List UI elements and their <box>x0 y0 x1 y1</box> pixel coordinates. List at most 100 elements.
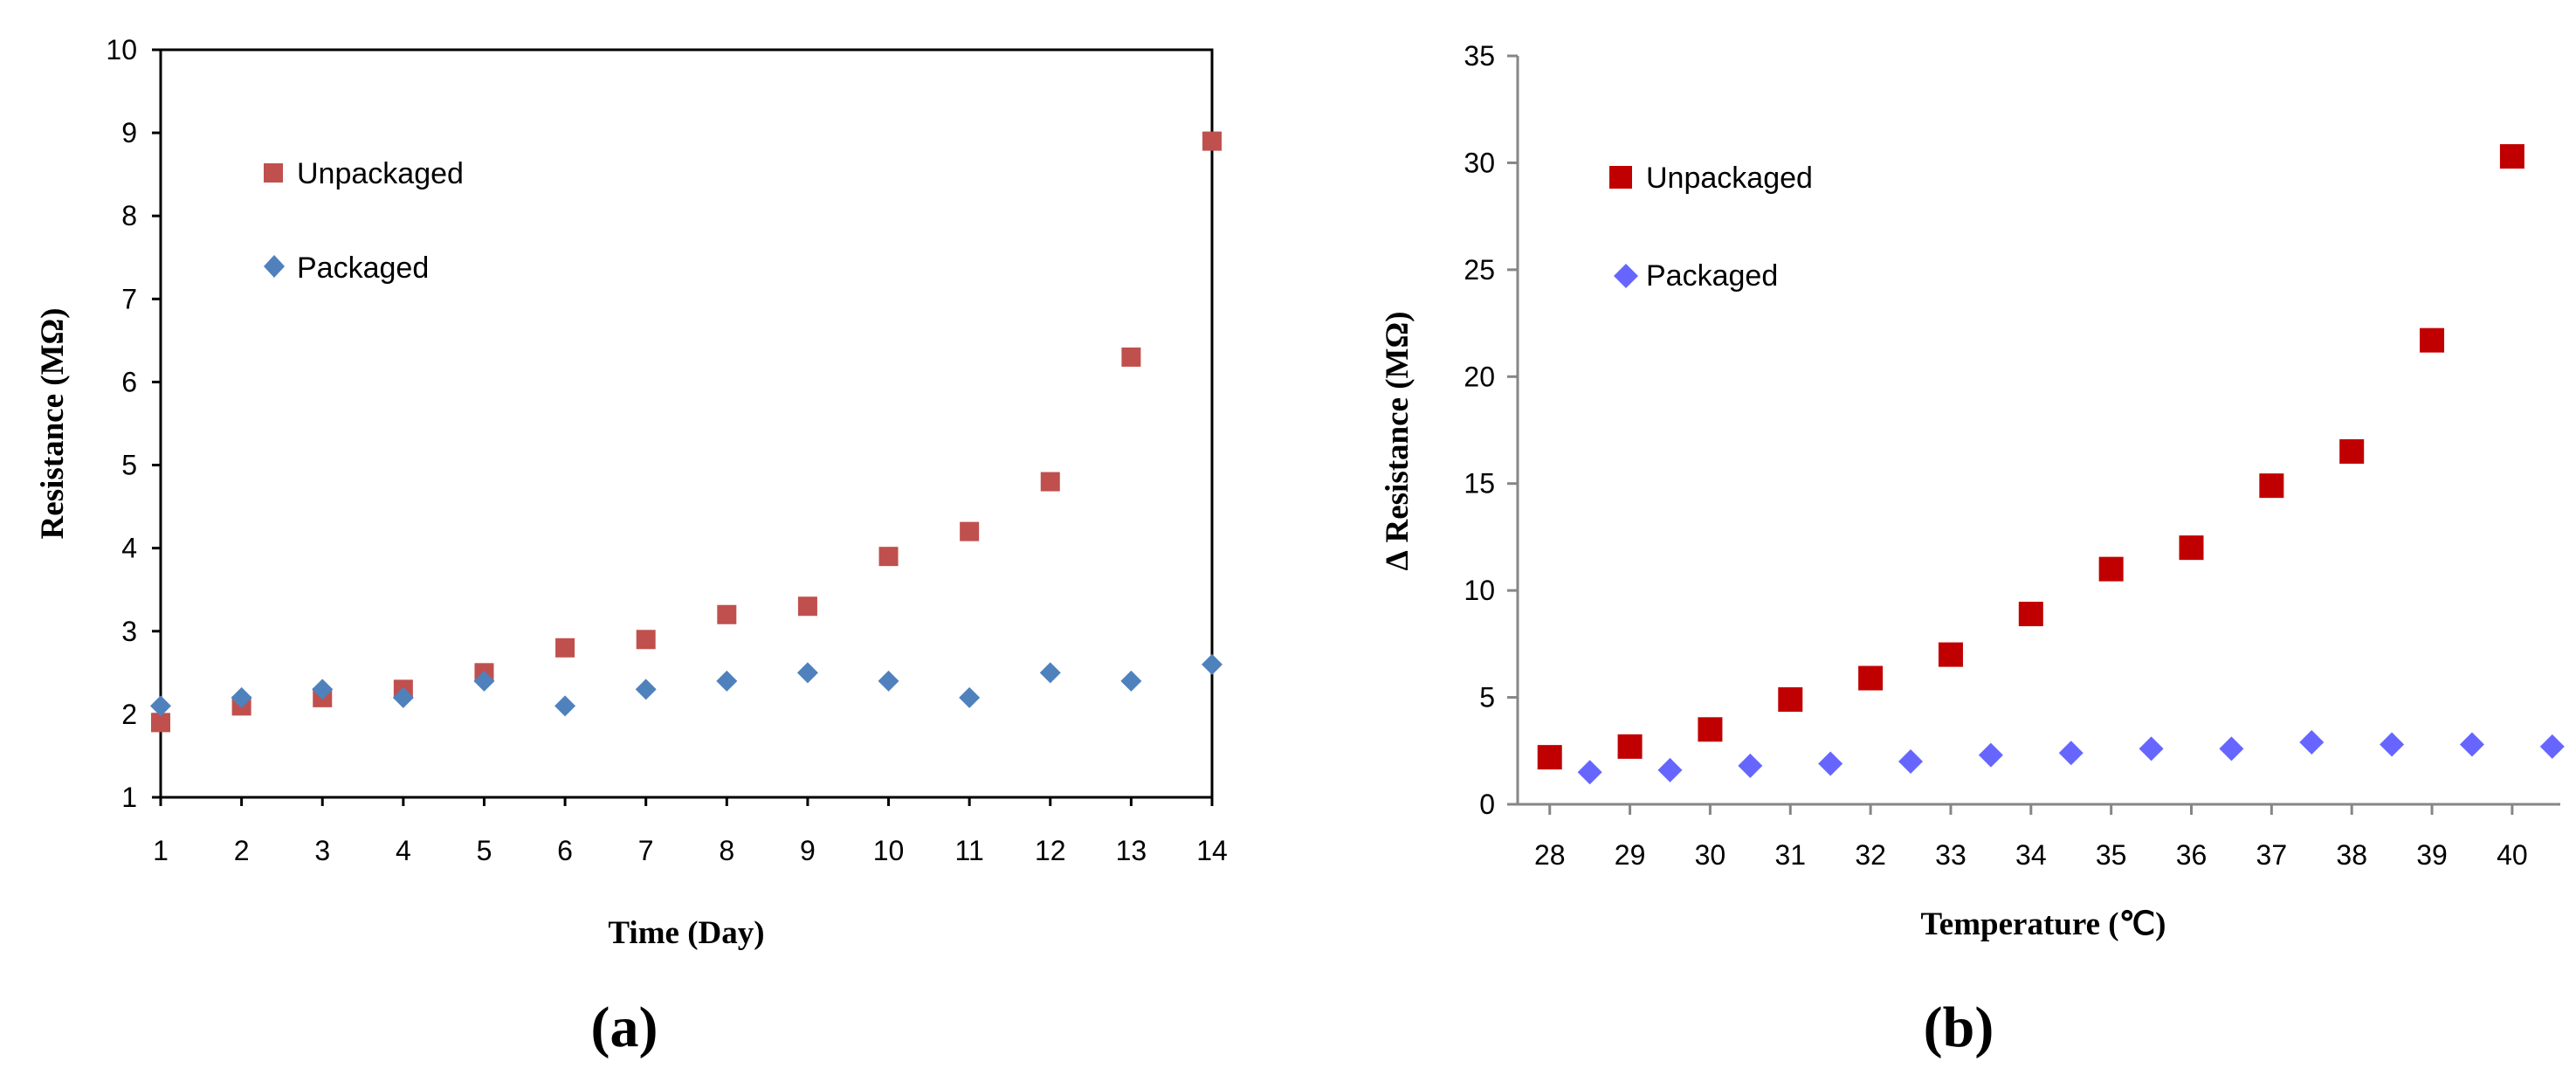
x-axis-ticks-a: 1 2 3 4 5 6 7 8 9 10 11 12 13 14 <box>153 797 1228 866</box>
data-point-packaged <box>554 695 576 717</box>
y-tick-label: 6 <box>121 366 137 397</box>
y-tick-label: 5 <box>1479 682 1495 713</box>
data-point-unpackaged <box>797 596 817 617</box>
x-tick-label: 29 <box>1615 839 1646 871</box>
x-tick-label: 30 <box>1695 839 1726 871</box>
data-point-packaged <box>392 686 414 708</box>
data-point-packaged <box>1577 760 1602 785</box>
data-point-packaged <box>1039 662 1061 684</box>
data-point-packaged <box>1738 753 1763 778</box>
data-point-unpackaged <box>1121 347 1141 367</box>
data-point-unpackaged <box>1202 131 1222 151</box>
x-tick-label: 33 <box>1935 839 1966 871</box>
data-point-unpackaged <box>2098 556 2124 582</box>
y-tick-label: 35 <box>1464 40 1495 72</box>
legend-marker-unpackaged-a <box>264 163 283 183</box>
data-point-packaged <box>150 695 171 717</box>
x-tick-label: 39 <box>2416 839 2448 871</box>
legend-marker-packaged-b <box>1614 264 1638 288</box>
x-axis-title-b: Temperature (℃) <box>1921 906 2166 942</box>
y-tick-label: 8 <box>121 200 137 231</box>
x-tick-label: 9 <box>800 835 816 866</box>
y-tick-label: 9 <box>121 117 137 148</box>
data-point-packaged <box>2539 734 2565 759</box>
chart-panel-b: 0 5 10 15 20 25 30 35 28 29 30 31 32 33 34 35 36 37 38 39 4… <box>1380 40 2565 1059</box>
legend-label-unpackaged-a: Unpackaged <box>297 157 464 190</box>
data-point-packaged <box>1202 653 1223 675</box>
data-point-unpackaged <box>151 713 170 733</box>
data-point-unpackaged <box>2018 602 2043 627</box>
x-axis-title-a: Time (Day) <box>608 915 764 951</box>
data-point-unpackaged <box>878 547 899 567</box>
x-tick-label: 14 <box>1196 835 1228 866</box>
data-point-packaged <box>1657 757 1683 782</box>
y-axis-title-b: ∆ Resistance (MΩ) <box>1380 312 1415 571</box>
y-tick-label: 1 <box>121 782 137 813</box>
x-tick-label: 31 <box>1774 839 1806 871</box>
y-tick-label: 20 <box>1464 361 1495 392</box>
y-axis-title-a: Resistance (MΩ) <box>35 308 71 540</box>
data-point-packaged <box>2219 736 2244 762</box>
data-point-unpackaged <box>1858 665 1884 691</box>
data-point-packaged <box>231 686 252 708</box>
x-tick-label: 28 <box>1534 839 1566 871</box>
data-points-a <box>150 131 1223 733</box>
y-axis-ticks-b: 0 5 10 15 20 25 30 35 <box>1464 40 1518 820</box>
data-point-unpackaged <box>2339 438 2365 464</box>
x-tick-label: 4 <box>396 835 411 866</box>
data-point-unpackaged <box>2420 327 2445 353</box>
data-point-packaged <box>1120 670 1142 692</box>
legend-b: Unpackaged Packaged <box>1609 162 1813 293</box>
data-point-packaged <box>878 670 899 692</box>
data-point-unpackaged <box>1778 687 1803 713</box>
x-tick-label: 11 <box>955 835 984 866</box>
data-point-packaged <box>1898 749 1924 775</box>
data-point-packaged <box>796 662 818 684</box>
data-point-packaged <box>2139 736 2164 762</box>
y-tick-label: 2 <box>121 699 137 730</box>
legend-label-unpackaged-b: Unpackaged <box>1646 162 1813 195</box>
data-point-unpackaged <box>1938 642 1963 667</box>
data-point-packaged <box>716 670 738 692</box>
x-tick-label: 32 <box>1855 839 1886 871</box>
data-point-packaged <box>2299 729 2325 755</box>
y-tick-label: 5 <box>121 450 137 481</box>
y-tick-label: 0 <box>1479 789 1495 820</box>
data-point-unpackaged <box>717 604 737 624</box>
data-points-b <box>1537 144 2565 785</box>
x-tick-label: 5 <box>477 835 492 866</box>
x-tick-label: 2 <box>234 835 250 866</box>
data-point-unpackaged <box>555 637 575 658</box>
y-tick-label: 30 <box>1464 147 1495 178</box>
data-point-unpackaged <box>636 630 656 650</box>
panel-label-b: (b) <box>1924 996 1994 1059</box>
x-tick-label: 3 <box>314 835 330 866</box>
x-tick-label: 7 <box>638 835 654 866</box>
legend-marker-unpackaged-b <box>1609 166 1632 189</box>
y-tick-label: 4 <box>121 533 137 564</box>
data-point-packaged <box>473 670 495 692</box>
legend-a: Unpackaged Packaged <box>264 157 464 285</box>
y-axis-ticks-a: 1 2 3 4 5 6 7 8 9 10 <box>106 34 161 813</box>
panel-label-a: (a) <box>591 996 658 1059</box>
x-tick-label: 38 <box>2336 839 2367 871</box>
data-point-packaged <box>635 679 657 700</box>
x-tick-label: 13 <box>1116 835 1147 866</box>
data-point-packaged <box>312 679 334 700</box>
data-point-unpackaged <box>2179 535 2204 561</box>
x-axis-ticks-b: 28 29 30 31 32 33 34 35 36 37 38 39 40 <box>1534 804 2528 871</box>
data-point-unpackaged <box>1040 472 1060 492</box>
y-tick-label: 7 <box>121 283 137 314</box>
data-point-unpackaged <box>960 521 980 541</box>
data-point-packaged <box>2459 732 2484 757</box>
x-tick-label: 8 <box>719 835 734 866</box>
x-tick-label: 10 <box>873 835 905 866</box>
y-tick-label: 10 <box>106 34 137 65</box>
data-point-packaged <box>2380 732 2405 757</box>
legend-marker-packaged-a <box>264 255 285 278</box>
data-point-unpackaged <box>2259 473 2284 499</box>
data-point-unpackaged <box>2499 144 2524 169</box>
x-tick-label: 37 <box>2256 839 2288 871</box>
data-point-packaged <box>1978 742 2003 768</box>
